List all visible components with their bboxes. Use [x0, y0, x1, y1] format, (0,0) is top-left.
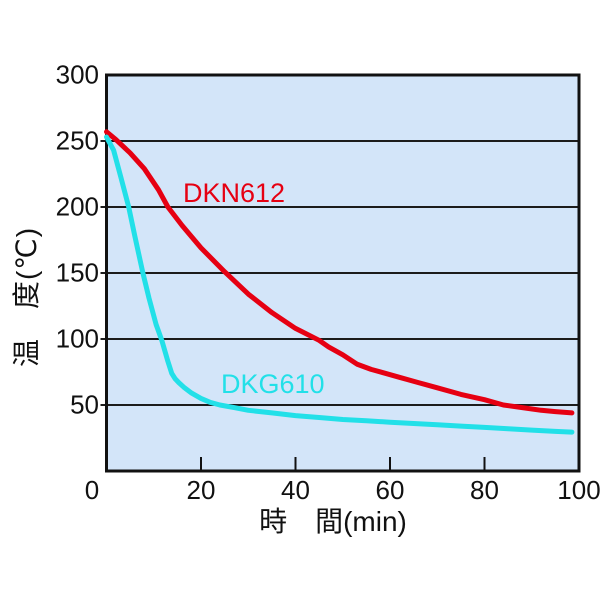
series-label-dkn612: DKN612	[183, 178, 286, 208]
plot-border	[105, 73, 581, 473]
y-tick-label-100: 100	[55, 323, 99, 354]
series-line-dkg610	[104, 134, 575, 435]
y-tick-label-50: 50	[70, 389, 99, 420]
y-tick-label-150: 150	[55, 257, 99, 288]
x-tick-label-60: 60	[375, 475, 405, 505]
y-tick-label-200: 200	[55, 191, 99, 222]
x-axis-title: 時 間(min)	[259, 506, 407, 537]
x-tick-label-80: 80	[470, 475, 499, 505]
y-axis-title: 温 度(℃)	[11, 226, 42, 368]
series-label-dkg610: DKG610	[221, 369, 325, 399]
series-line-dkn612	[104, 129, 575, 416]
x-tick-label-20: 20	[186, 475, 216, 505]
x-tick-label-40: 40	[281, 475, 310, 505]
y-tick-label-300: 300	[55, 59, 99, 90]
origin-tick-label: 0	[84, 475, 100, 505]
y-tick-label-250: 250	[55, 125, 99, 156]
x-tick-label-100: 100	[557, 475, 600, 505]
